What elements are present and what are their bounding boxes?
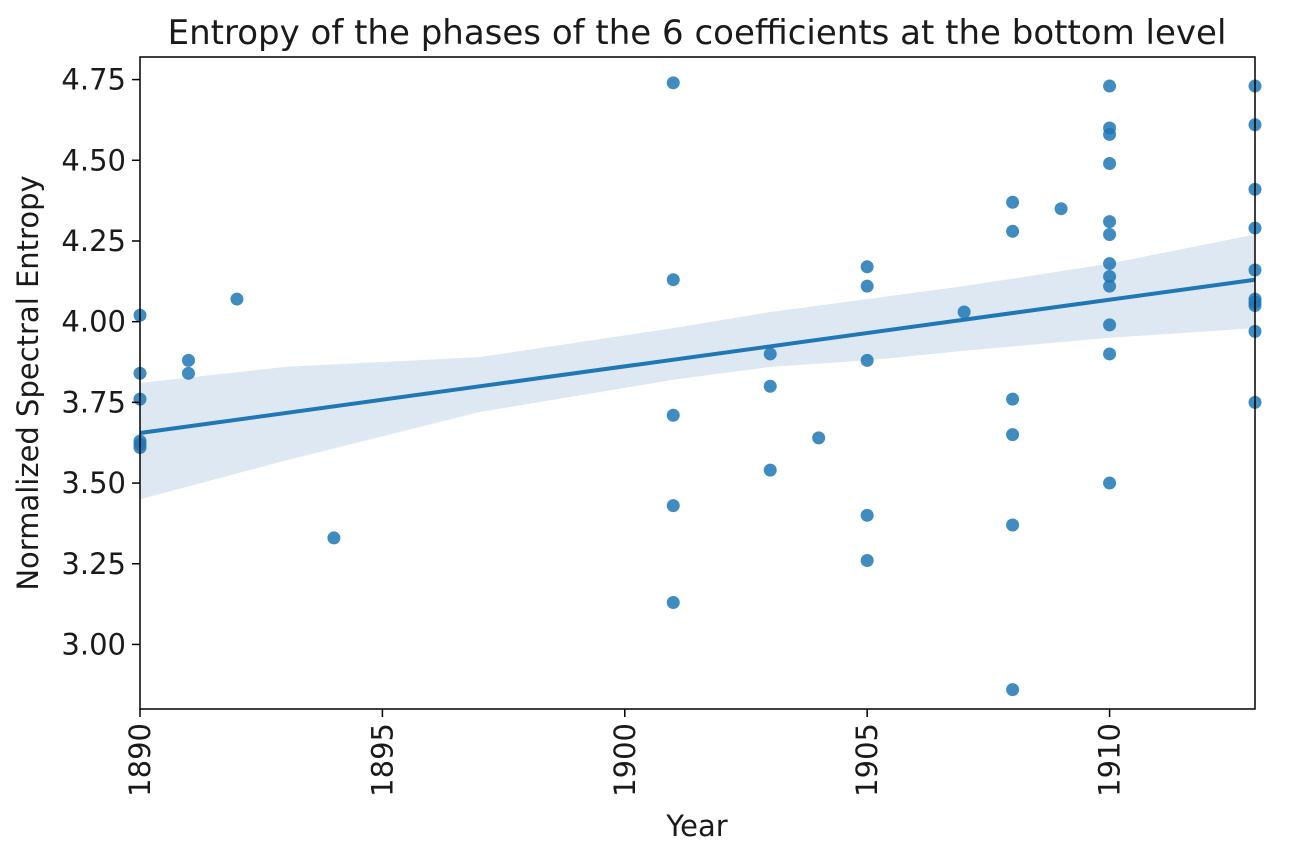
- data-point: [763, 347, 777, 361]
- confidence-band-layer: [140, 234, 1255, 500]
- data-point: [1103, 318, 1117, 332]
- data-point: [666, 595, 680, 609]
- data-point: [957, 305, 971, 319]
- data-point: [1103, 269, 1117, 283]
- data-point: [1103, 347, 1117, 361]
- data-point: [1103, 215, 1117, 229]
- x-tick-label: 1910: [1093, 723, 1127, 797]
- data-point: [812, 431, 826, 445]
- y-tick-label: 3.75: [61, 385, 126, 419]
- data-point: [666, 408, 680, 422]
- data-point: [1103, 257, 1117, 271]
- y-tick-label: 4.25: [61, 224, 126, 258]
- data-point: [1006, 428, 1020, 442]
- data-point: [181, 353, 195, 367]
- data-point: [230, 292, 244, 306]
- regression-line-layer: [139, 277, 1256, 436]
- data-point: [1006, 224, 1020, 238]
- y-axis-ticks: 3.00 3.25 3.50 3.75 4.00 4.25 4.50 4.75: [61, 63, 140, 661]
- data-point: [1006, 195, 1020, 209]
- data-point: [1103, 228, 1117, 242]
- y-axis-label: Normalized Spectral Entropy: [11, 175, 45, 590]
- x-tick-label: 1895: [365, 723, 399, 797]
- x-axis-ticks: 1890 1895 1900 1905 1910: [123, 709, 1127, 797]
- data-point: [763, 463, 777, 477]
- data-point: [860, 508, 874, 522]
- data-point: [763, 379, 777, 393]
- chart-title: Entropy of the phases of the 6 coefficie…: [168, 13, 1227, 53]
- data-point: [1006, 518, 1020, 532]
- data-point: [1006, 392, 1020, 406]
- data-point: [860, 279, 874, 293]
- confidence-band: [140, 234, 1255, 500]
- x-tick-label: 1900: [608, 723, 642, 797]
- data-point: [860, 260, 874, 274]
- y-tick-label: 4.75: [61, 63, 126, 97]
- data-point: [1103, 127, 1117, 141]
- data-point: [1103, 157, 1117, 171]
- data-point: [860, 353, 874, 367]
- y-tick-label: 4.50: [61, 143, 126, 177]
- data-point: [666, 76, 680, 90]
- data-point: [1006, 683, 1020, 697]
- regression-line: [139, 277, 1256, 436]
- y-tick-label: 4.00: [61, 305, 126, 339]
- x-axis-label: Year: [665, 809, 727, 843]
- y-tick-label: 3.00: [61, 627, 126, 661]
- data-point: [181, 366, 195, 380]
- data-point: [666, 273, 680, 287]
- data-point: [1103, 476, 1117, 490]
- data-point: [1103, 279, 1117, 293]
- data-point: [1103, 79, 1117, 93]
- data-point: [327, 531, 341, 545]
- data-point: [666, 499, 680, 513]
- x-tick-label: 1905: [850, 723, 884, 797]
- y-tick-label: 3.50: [61, 466, 126, 500]
- x-tick-label: 1890: [123, 723, 157, 797]
- plot-frame: [139, 56, 1256, 710]
- y-tick-label: 3.25: [61, 547, 126, 581]
- data-point: [1054, 202, 1068, 216]
- data-point: [860, 554, 874, 568]
